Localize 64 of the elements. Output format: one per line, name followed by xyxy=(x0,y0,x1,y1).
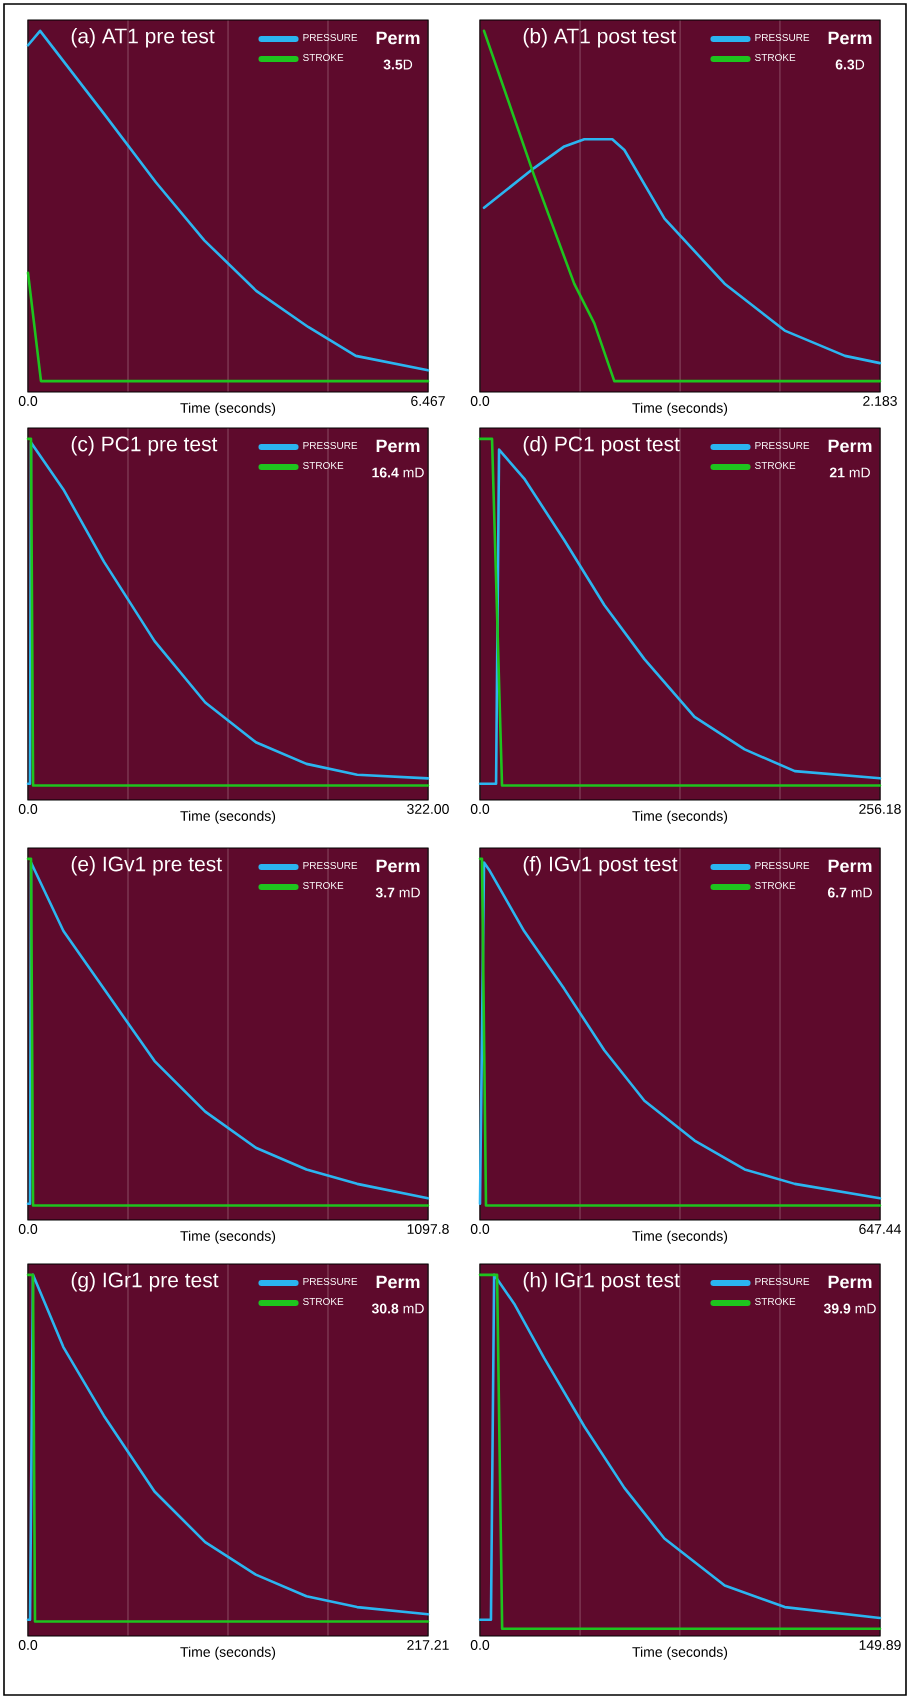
chart-title: (h) IGr1 post test xyxy=(523,1271,680,1292)
legend-label: STROKE xyxy=(755,461,796,470)
x-tick-label: 0.0 xyxy=(18,1224,38,1234)
annotation: Perm xyxy=(376,859,420,873)
x-axis-title: Time (seconds) xyxy=(632,1646,728,1660)
x-tick-label: 322.00 xyxy=(407,804,449,814)
annotation: Perm xyxy=(376,31,420,45)
x-tick-label: 0.0 xyxy=(470,396,490,406)
x-tick-label: 256.18 xyxy=(859,804,901,814)
annotation: 3.5D xyxy=(383,59,413,70)
legend-label: STROKE xyxy=(303,461,344,470)
x-tick-label: 2.183 xyxy=(863,396,897,406)
x-tick-label: 6.467 xyxy=(411,396,445,406)
x-tick-label: 647.44 xyxy=(859,1224,901,1234)
annotation: Perm xyxy=(828,31,872,45)
chart-title: (e) IGv1 pre test xyxy=(71,855,222,876)
annotation: 16.4 mD xyxy=(372,467,424,478)
legend-label: PRESSURE xyxy=(755,1277,810,1286)
legend-label: STROKE xyxy=(755,881,796,890)
legend-label: STROKE xyxy=(303,881,344,890)
x-axis-title: Time (seconds) xyxy=(180,1230,276,1244)
legend-label: PRESSURE xyxy=(755,33,810,42)
x-axis-title: Time (seconds) xyxy=(632,810,728,824)
x-tick-label: 0.0 xyxy=(470,1224,490,1234)
annotation: 6.7 mD xyxy=(827,887,872,898)
annotation: Perm xyxy=(376,439,420,453)
x-tick-label: 0.0 xyxy=(18,1640,38,1650)
legend-label: STROKE xyxy=(303,1297,344,1306)
annotation: Perm xyxy=(828,1275,872,1289)
x-axis-title: Time (seconds) xyxy=(632,1230,728,1244)
chart-title: (f) IGv1 post test xyxy=(523,855,678,876)
legend-label: STROKE xyxy=(755,53,796,62)
legend-label: PRESSURE xyxy=(755,861,810,870)
legend-label: PRESSURE xyxy=(303,1277,358,1286)
annotation: Perm xyxy=(828,439,872,453)
x-tick-label: 149.89 xyxy=(859,1640,901,1650)
annotation: Perm xyxy=(828,859,872,873)
legend-label: STROKE xyxy=(303,53,344,62)
legend-label: STROKE xyxy=(755,1297,796,1306)
annotation: 3.7 mD xyxy=(375,887,420,898)
chart-title: (a) AT1 pre test xyxy=(71,27,215,48)
annotation: 6.3D xyxy=(835,59,865,70)
x-tick-label: 0.0 xyxy=(18,804,38,814)
legend-label: PRESSURE xyxy=(303,33,358,42)
annotation: Perm xyxy=(376,1275,420,1289)
legend-label: PRESSURE xyxy=(755,441,810,450)
chart-title: (b) AT1 post test xyxy=(523,27,676,48)
annotation: 30.8 mD xyxy=(371,1303,424,1314)
annotation: 21 mD xyxy=(829,467,870,478)
x-axis-title: Time (seconds) xyxy=(180,1646,276,1660)
chart-title: (d) PC1 post test xyxy=(523,435,680,456)
x-axis-title: Time (seconds) xyxy=(180,402,276,416)
chart-title: (c) PC1 pre test xyxy=(71,435,218,456)
chart-title: (g) IGr1 pre test xyxy=(71,1271,219,1292)
x-axis-title: Time (seconds) xyxy=(180,810,276,824)
legend-label: PRESSURE xyxy=(303,441,358,450)
x-tick-label: 0.0 xyxy=(470,804,490,814)
x-tick-label: 0.0 xyxy=(470,1640,490,1650)
x-tick-label: 217.21 xyxy=(407,1640,449,1650)
x-tick-label: 1097.8 xyxy=(407,1224,449,1234)
x-tick-label: 0.0 xyxy=(18,396,38,406)
annotation: 39.9 mD xyxy=(823,1303,876,1314)
x-axis-title: Time (seconds) xyxy=(632,402,728,416)
legend-label: PRESSURE xyxy=(303,861,358,870)
